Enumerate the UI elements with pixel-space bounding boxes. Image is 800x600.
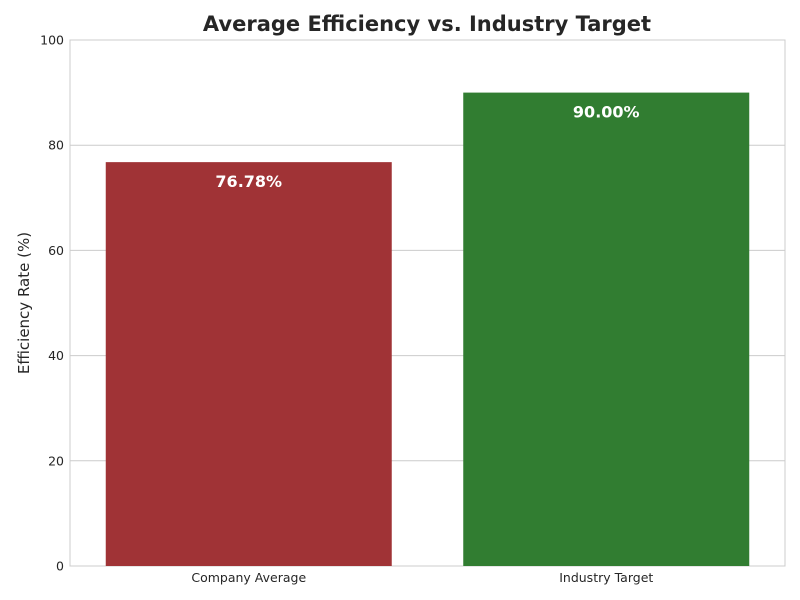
y-tick-label: 20 <box>48 453 64 468</box>
data-label: 76.78% <box>215 172 282 191</box>
x-tick-label: Company Average <box>191 570 306 585</box>
data-labels: 76.78% 90.00% <box>215 103 639 192</box>
bar <box>105 162 392 566</box>
y-tick-label: 100 <box>40 33 64 48</box>
bar <box>463 92 750 566</box>
y-axis-ticks: 0 20 40 60 80 100 <box>40 33 64 574</box>
bars <box>105 92 750 566</box>
chart-title: Average Efficiency vs. Industry Target <box>203 12 651 36</box>
data-label: 90.00% <box>573 103 640 122</box>
x-axis-ticks: Company Average Industry Target <box>191 570 653 585</box>
y-tick-label: 60 <box>48 243 64 258</box>
y-tick-label: 40 <box>48 348 64 363</box>
x-tick-label: Industry Target <box>559 570 653 585</box>
y-axis-label: Efficiency Rate (%) <box>15 232 33 374</box>
y-tick-label: 0 <box>56 559 64 574</box>
y-tick-label: 80 <box>48 138 64 153</box>
